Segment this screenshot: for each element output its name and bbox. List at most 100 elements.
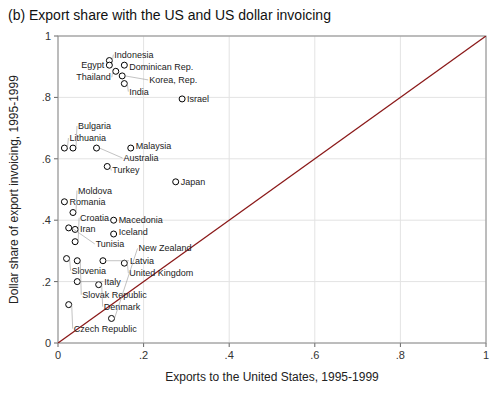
tick-label: .6 (310, 349, 319, 361)
leader-line (127, 84, 128, 92)
tick-mark (486, 343, 487, 347)
tick-mark (229, 343, 230, 347)
point-label: Egypt (81, 60, 105, 70)
point (61, 145, 67, 151)
point-labels: IndonesiaEgyptDominican Rep.ThailandKore… (67, 50, 209, 334)
point-label: Slovenia (72, 266, 107, 276)
leader-line (76, 191, 77, 213)
leader-line (80, 281, 103, 282)
point-label: Tunisia (96, 239, 125, 249)
grid-line (58, 97, 486, 98)
point-label: Croatia (80, 213, 109, 223)
tick-label: .8 (396, 349, 405, 361)
title: (b) Export share with the US and US doll… (8, 7, 331, 23)
point-label: India (129, 87, 149, 97)
point (121, 62, 127, 68)
leader-line (127, 263, 128, 273)
tick-mark (58, 343, 59, 347)
tick-label: 0 (55, 349, 61, 361)
axes: 0.2.4.6.810.2.4.6.81 (42, 30, 489, 361)
tick-mark (143, 343, 144, 347)
point-label: Slovak Republic (82, 290, 147, 300)
tick-label: 1 (483, 349, 489, 361)
tick-mark (54, 220, 58, 221)
leader-line (102, 285, 103, 307)
tick-mark (54, 343, 58, 344)
point-label: Japan (181, 177, 206, 187)
point-label: Korea, Rep. (149, 75, 197, 85)
point (70, 145, 76, 151)
point (61, 199, 67, 205)
point-label: Italy (104, 277, 121, 287)
leader-line (100, 148, 123, 158)
point-label: Macedonia (119, 215, 163, 225)
leader-line (67, 138, 68, 148)
tick-label: .8 (42, 91, 51, 103)
point-label: Thailand (76, 72, 111, 82)
point (94, 145, 100, 151)
tick-label: .2 (139, 349, 148, 361)
tick-mark (54, 281, 58, 282)
tick-mark (400, 343, 401, 347)
point (72, 239, 78, 245)
tick-mark (314, 343, 315, 347)
point (173, 179, 179, 185)
chart: 0.2.4.6.810.2.4.6.81(b) Export share wit… (0, 0, 500, 395)
point (74, 279, 80, 285)
point-label: Denmark (104, 302, 141, 312)
tick-mark (54, 36, 58, 37)
point-label: Malaysia (136, 141, 172, 151)
tick-label: .4 (225, 349, 234, 361)
point-label: Czech Republic (74, 324, 138, 334)
point (100, 258, 106, 264)
point (121, 81, 127, 87)
point (119, 73, 125, 79)
point (113, 68, 119, 74)
point-label: Lithuania (69, 133, 106, 143)
point-label: Bulgaria (78, 121, 111, 131)
point (74, 258, 80, 264)
leader-line (72, 305, 73, 329)
plot-frame (58, 36, 486, 343)
x-axis-label: Exports to the United States, 1995-1999 (165, 370, 379, 384)
point (121, 260, 127, 266)
point (111, 231, 117, 237)
point-label: United Kingdom (129, 268, 193, 278)
point-label: Romania (69, 197, 105, 207)
point (64, 256, 70, 262)
point-label: Turkey (112, 165, 140, 175)
grid-line (400, 36, 401, 343)
tick-mark (54, 97, 58, 98)
point-label: Iran (80, 224, 96, 234)
grid-line (229, 36, 230, 343)
grid-line (58, 281, 486, 282)
tick-label: .6 (42, 153, 51, 165)
point-label: Iceland (119, 227, 148, 237)
point (96, 282, 102, 288)
leader-line (78, 218, 79, 242)
point-label: Moldova (78, 186, 112, 196)
tick-mark (54, 158, 58, 159)
leader-line (110, 166, 111, 170)
point (111, 217, 117, 223)
point (66, 302, 72, 308)
grid-line (58, 158, 486, 159)
plot-area (58, 36, 486, 343)
leader-line (70, 259, 71, 271)
point (128, 145, 134, 151)
leader-line (80, 261, 81, 295)
leader-line (115, 248, 138, 318)
point (70, 210, 76, 216)
tick-label: 0 (45, 337, 51, 349)
point (106, 62, 112, 68)
tick-label: 1 (45, 30, 51, 42)
grid-line (314, 36, 315, 343)
leader-line (125, 76, 148, 80)
point-label: Dominican Rep. (129, 62, 193, 72)
tick-label: .4 (42, 214, 51, 226)
point-label: Australia (124, 153, 159, 163)
point (104, 163, 110, 169)
grid (58, 36, 486, 343)
leader-line (112, 55, 113, 61)
point-label: Israel (187, 94, 209, 104)
